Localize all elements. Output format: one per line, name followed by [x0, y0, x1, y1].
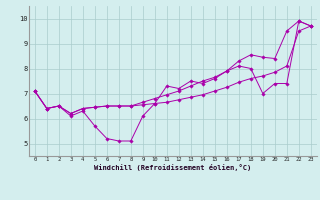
X-axis label: Windchill (Refroidissement éolien,°C): Windchill (Refroidissement éolien,°C): [94, 164, 252, 171]
